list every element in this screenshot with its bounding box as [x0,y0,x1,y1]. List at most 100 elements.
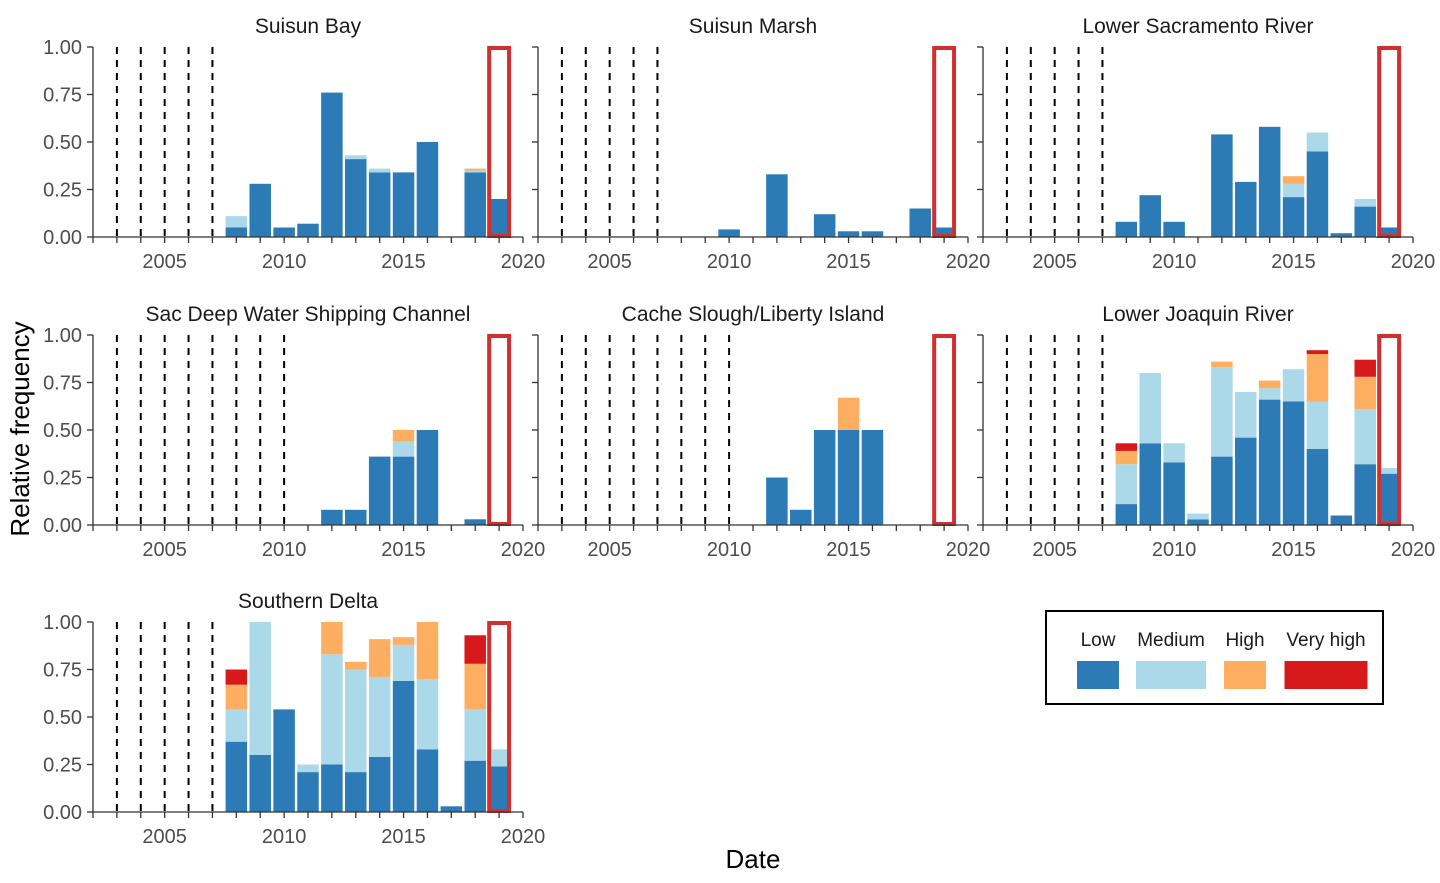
bar-2015-low [837,430,860,525]
bar-2014-medium [368,677,391,757]
bar-2018-very-high [464,635,486,664]
bar-2012-low [1211,134,1233,237]
y-axis-title: Relative frequency [5,321,35,536]
bar-2012-medium [321,654,343,765]
bar-2018-high [464,663,486,710]
bar-2009-medium [249,622,271,755]
bar-2014-low [368,756,391,812]
x-tick-label: 2020 [501,539,546,561]
bar-2009-medium [1139,373,1161,444]
legend-label: High [1225,630,1264,651]
bar-2008-medium [225,709,248,742]
bar-2011-medium [1187,513,1209,520]
legend-swatch-very-high [1284,661,1368,689]
x-tick-label: 2020 [1391,539,1436,561]
bar-2008-medium [225,216,248,228]
bar-2009-low [249,755,271,812]
y-tick-label: 0.50 [43,132,82,154]
x-tick-label: 2005 [1032,539,1077,561]
highlight-box-2019 [932,46,957,238]
bar-2018-high [1354,376,1376,410]
x-tick-label: 2015 [826,251,871,273]
bar-2011-low [297,223,319,237]
bar-2016-high [416,622,439,679]
bar-2011-low [297,772,319,812]
bar-2015-medium [392,441,415,457]
bar-2008-low [225,741,248,812]
x-tick-label: 2020 [501,826,546,848]
x-tick-label: 2010 [262,826,307,848]
x-tick-label: 2010 [1152,539,1197,561]
bar-2018-high [464,168,486,171]
bar-2015-low [392,680,415,812]
bar-2019-medium [1378,468,1400,474]
bar-2014-medium [1258,388,1281,400]
bar-2018-medium [464,709,486,761]
bar-2015-high [837,397,860,430]
x-tick-label: 2015 [381,251,426,273]
x-tick-label: 2015 [1271,539,1316,561]
bar-2016-low [416,142,439,237]
bar-2010-low [718,229,740,237]
bar-2016-low [416,430,439,525]
bar-2016-low [861,231,884,237]
y-tick-label: 0.75 [43,85,82,107]
y-tick-label: 0.00 [43,515,82,537]
x-tick-label: 2020 [501,251,546,273]
panel-2: Suisun Marsh 2005 2010 2015 2020 [532,15,990,273]
y-tick-label: 0.00 [43,227,82,249]
bar-2013-medium [1235,392,1257,438]
x-tick-label: 2010 [262,539,307,561]
bar-2012-low [321,764,343,812]
bar-2012-high [1211,361,1233,368]
panel-6: Lower Joaquin River 2005 2010 2015 2020 [977,303,1435,561]
bar-2013-low [790,509,812,525]
x-tick-label: 2010 [707,539,752,561]
x-tick-label: 2020 [1391,251,1436,273]
panel-3: Lower Sacramento River 2005 2010 2015 2020 [977,15,1435,273]
bar-2011-medium [297,764,319,773]
bar-2018-low [464,172,486,237]
bar-2017-low [1330,233,1353,237]
bar-2018-medium [1354,409,1376,465]
bar-2012-low [321,92,343,237]
bar-2015-high [392,430,415,442]
bar-2008-very-high [1115,443,1138,451]
x-tick-label: 2005 [142,251,187,273]
bar-2010-low [1163,462,1185,525]
bar-2015-medium [392,644,415,681]
x-tick-label: 2015 [381,826,426,848]
y-tick-label: 0.50 [43,707,82,729]
bar-2017-low [1330,515,1353,525]
bar-2013-medium [345,669,367,773]
legend-frame [1045,610,1384,705]
bar-2008-low [1115,504,1138,525]
bar-2013-low [1235,437,1257,525]
bar-2015-high [392,637,415,645]
legend: Low Medium High Very high [1045,610,1384,705]
bar-2016-low [1306,449,1329,525]
bar-2010-medium [1163,443,1185,463]
bar-2018-low [464,760,486,812]
y-tick-label: 0.00 [43,802,82,824]
bar-2018-low [1354,206,1376,237]
bar-2016-medium [416,679,439,750]
highlight-box-2019 [1377,46,1402,238]
legend-swatch-medium [1136,661,1206,689]
bar-2014-low [813,430,836,525]
bar-2015-low [1282,401,1305,525]
y-tick-label: 1.00 [43,325,82,347]
bar-2016-high [1306,354,1329,402]
x-tick-label: 2015 [381,539,426,561]
x-tick-label: 2005 [587,539,632,561]
x-tick-label: 2005 [142,539,187,561]
bar-2009-low [1139,195,1161,237]
bar-2013-low [345,509,367,525]
bar-2014-low [1258,126,1281,237]
legend-label: Medium [1137,630,1205,651]
bar-2013-low [345,772,367,812]
bar-2018-low [1354,464,1376,525]
panel-title: Lower Joaquin River [1102,303,1293,326]
bar-2016-low [416,749,439,812]
bar-2014-low [368,172,391,237]
